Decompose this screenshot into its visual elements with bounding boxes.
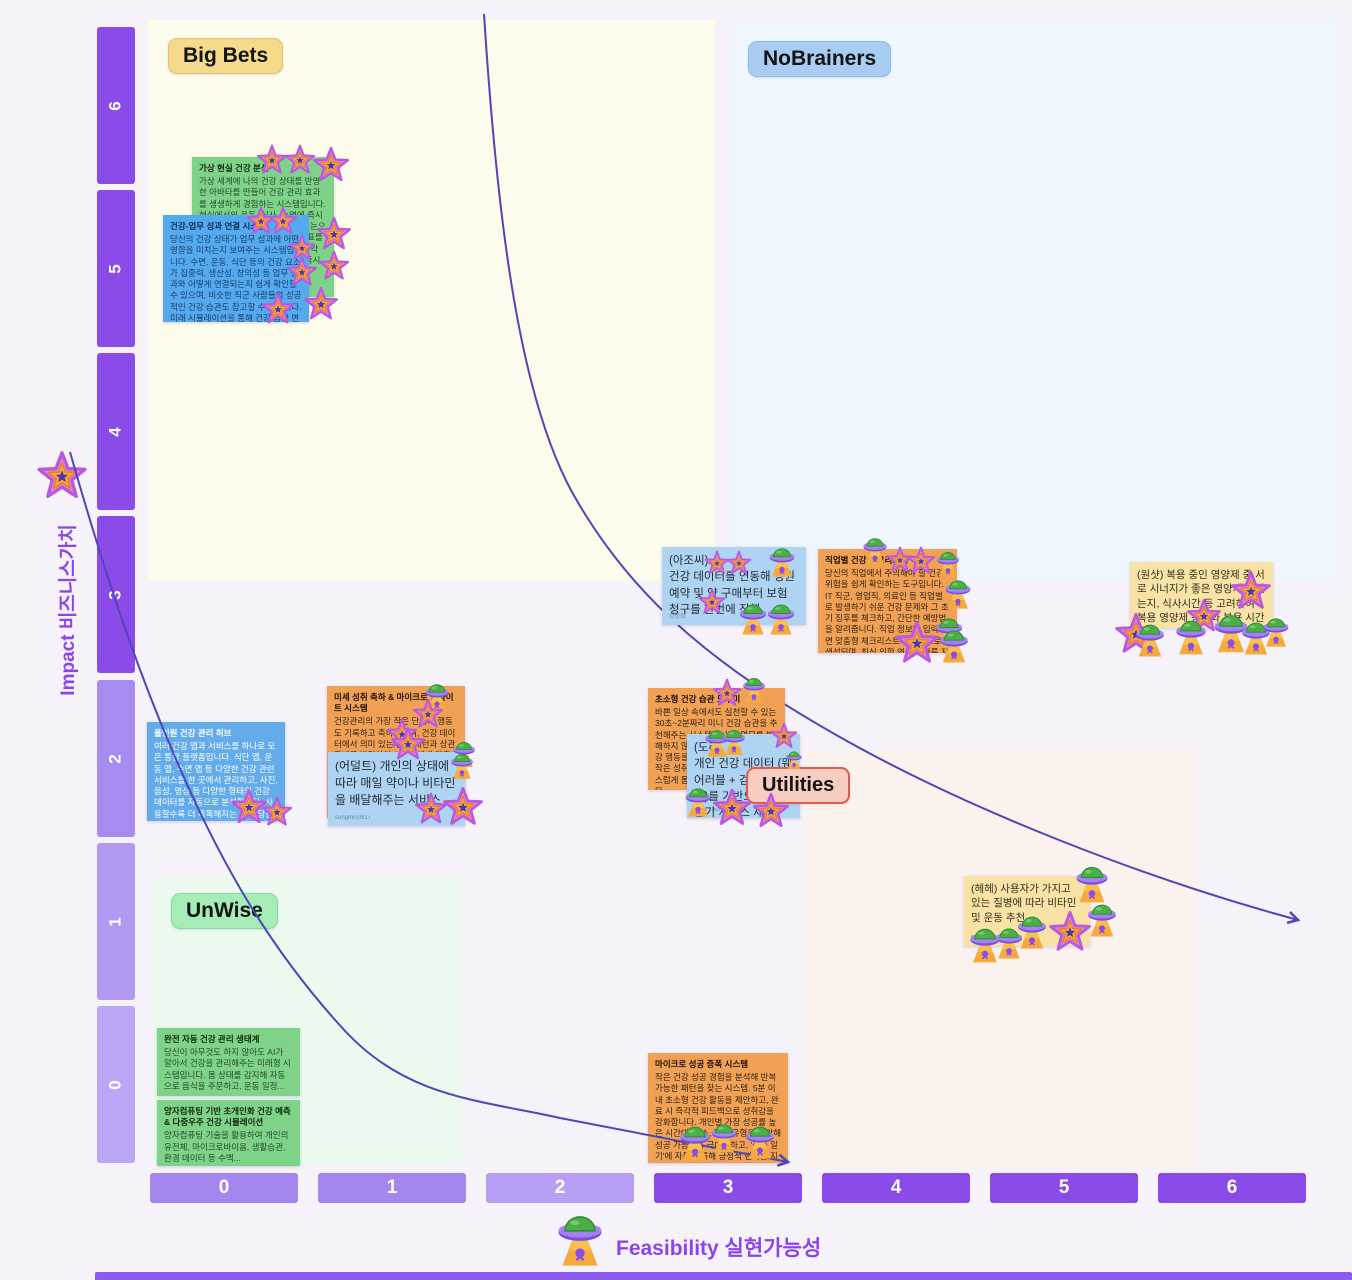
feasibility-ufo-icon — [552, 1212, 608, 1268]
feasibility-tick-2: 2 — [486, 1173, 634, 1203]
ufo-icon[interactable] — [1260, 616, 1292, 648]
ufo-icon[interactable] — [784, 750, 804, 770]
note-title: 마이크로 성공 증폭 시스템 — [655, 1059, 749, 1069]
note-author: 강성희 — [669, 614, 686, 621]
star-icon[interactable] — [318, 250, 350, 282]
star-icon[interactable] — [312, 146, 350, 184]
star-icon[interactable] — [1048, 910, 1092, 954]
note-title: 올인원 건강 관리 허브 — [154, 728, 232, 738]
note-auto-eco[interactable]: 완전 자동 건강 관리 생태계 당신이 아무것도 하지 않아도 AI가 알아서 … — [157, 1028, 300, 1096]
star-icon[interactable] — [752, 792, 790, 830]
star-icon[interactable] — [712, 788, 752, 828]
note-body: 양자컴퓨팅 기술을 활용하여 개인의 유전체, 마이크로바이옴, 생활습관, 환… — [164, 1130, 289, 1163]
impact-tick-5: 5 — [97, 190, 135, 347]
note-body: 당신이 아무것도 하지 않아도 AI가 알아서 건강을 관리해주는 미래형 시스… — [164, 1047, 291, 1091]
feasibility-tick-5: 5 — [990, 1173, 1138, 1203]
ufo-icon[interactable] — [448, 752, 476, 780]
star-icon[interactable] — [442, 786, 484, 828]
star-icon[interactable] — [316, 216, 352, 252]
impact-axis-label: Impact 비즈니스가치 — [58, 524, 79, 696]
feasibility-tick-0: 0 — [150, 1173, 298, 1203]
note-title: 양자컴퓨팅 기반 초개인화 건강 예측 & 다중우주 건강 시뮬레이션 — [164, 1106, 291, 1128]
ufo-icon[interactable] — [682, 786, 714, 818]
star-icon[interactable] — [261, 292, 295, 326]
ufo-icon[interactable] — [740, 676, 768, 704]
star-icon[interactable] — [268, 206, 298, 236]
feasibility-tick-6: 6 — [1158, 1173, 1306, 1203]
star-icon[interactable] — [698, 588, 726, 616]
star-icon[interactable] — [712, 678, 742, 708]
ufo-icon[interactable] — [708, 1122, 740, 1154]
feasibility-tick-4: 4 — [822, 1173, 970, 1203]
impact-tick-2: 2 — [97, 680, 135, 837]
impact-tick-6: 6 — [97, 27, 135, 184]
ufo-icon[interactable] — [942, 578, 974, 610]
note-work-link[interactable]: 건강-업무 성과 연결 시스템 당신의 건강 상태가 업무 성과에 어떤 영향을… — [163, 215, 309, 322]
impact-tick-0: 0 — [97, 1006, 135, 1163]
note-title: 건강-업무 성과 연결 시스템 — [170, 221, 266, 231]
note-title: 완전 자동 건강 관리 생태계 — [164, 1034, 260, 1044]
ufo-icon[interactable] — [764, 602, 798, 636]
note-body: 당신의 건강 상태가 업무 성과에 어떤 영향을 미치는지 보여주는 시스템입니… — [170, 234, 302, 322]
note-title: 가상 현실 건강 분신 — [199, 163, 269, 173]
star-icon[interactable] — [726, 550, 752, 576]
nobrainers-section-background — [733, 20, 1337, 581]
nobrainers-label[interactable]: NoBrainers — [748, 41, 892, 77]
feasibility-tick-1: 1 — [318, 1173, 466, 1203]
ufo-icon[interactable] — [1132, 622, 1168, 658]
ufo-icon[interactable] — [936, 628, 972, 664]
big-bets-label[interactable]: Big Bets — [168, 38, 284, 74]
star-icon[interactable] — [906, 546, 936, 576]
star-icon[interactable] — [1230, 570, 1272, 612]
impact-tick-3: 3 — [97, 516, 135, 673]
bottom-scroll-bar[interactable] — [95, 1272, 1352, 1280]
impact-tick-4: 4 — [97, 353, 135, 510]
ufo-icon[interactable] — [1172, 618, 1210, 656]
ufo-icon[interactable] — [1072, 864, 1112, 904]
star-icon[interactable] — [770, 722, 798, 750]
unwise-label[interactable]: UnWise — [171, 893, 278, 929]
ufo-icon[interactable] — [934, 550, 962, 578]
ufo-icon[interactable] — [742, 1124, 778, 1160]
ufo-icon[interactable] — [966, 926, 1004, 964]
star-icon[interactable] — [286, 256, 318, 288]
feasibility-tick-3: 3 — [654, 1173, 802, 1203]
impact-tick-1: 1 — [97, 843, 135, 1000]
ufo-icon[interactable] — [720, 728, 748, 756]
star-icon[interactable] — [303, 286, 339, 322]
star-icon[interactable] — [261, 796, 293, 828]
note-author: sungmin0817 — [335, 815, 372, 822]
star-icon[interactable] — [390, 726, 426, 762]
feasibility-axis-label: Feasibility 실현가능성 — [616, 1237, 822, 1260]
star-icon[interactable] — [894, 620, 940, 666]
ufo-icon[interactable] — [766, 546, 798, 578]
note-quantum[interactable]: 양자컴퓨팅 기반 초개인화 건강 예측 & 다중우주 건강 시뮬레이션 양자컴퓨… — [157, 1100, 300, 1166]
